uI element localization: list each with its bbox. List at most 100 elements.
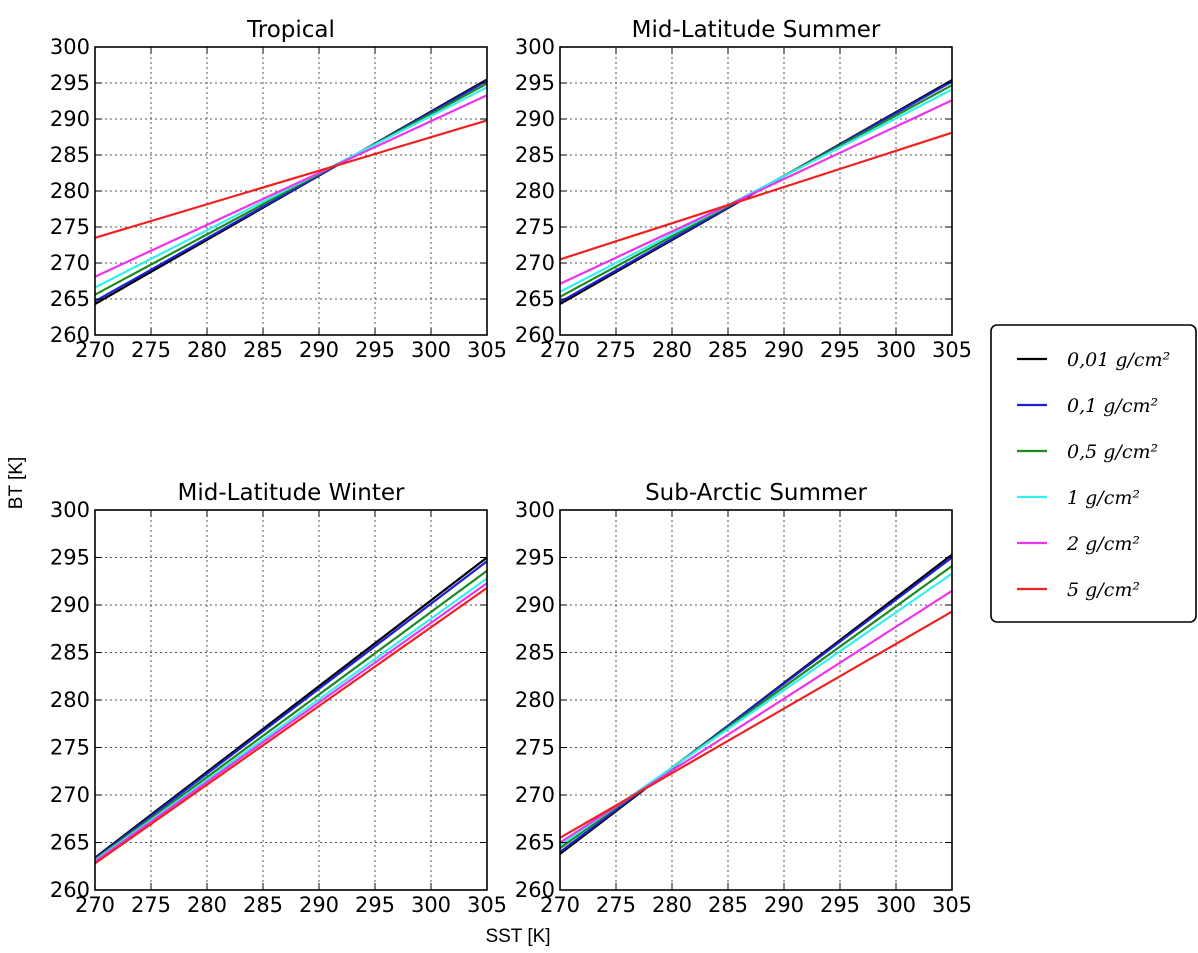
y-tick-label: 290 bbox=[515, 107, 555, 131]
panel-title: Mid-Latitude Summer bbox=[632, 17, 881, 43]
x-tick-label: 285 bbox=[708, 338, 748, 362]
x-tick-label: 300 bbox=[411, 338, 451, 362]
x-tick-label: 285 bbox=[243, 338, 283, 362]
legend-label: 2 g/cm² bbox=[1066, 533, 1140, 555]
y-tick-label: 295 bbox=[515, 546, 555, 570]
x-axis-label: SST [K] bbox=[485, 926, 550, 947]
x-tick-label: 270 bbox=[540, 893, 580, 917]
x-tick-label: 270 bbox=[75, 893, 115, 917]
x-tick-label: 285 bbox=[243, 893, 283, 917]
x-tick-label: 300 bbox=[876, 893, 916, 917]
legend: 0,01 g/cm² 0,1 g/cm² 0,5 g/cm² 1 g/cm² 2 g/c… bbox=[990, 324, 1197, 623]
x-tick-label: 305 bbox=[932, 893, 972, 917]
y-tick-label: 260 bbox=[515, 878, 555, 902]
y-tick-label: 300 bbox=[50, 498, 90, 522]
y-tick-label: 265 bbox=[515, 831, 555, 855]
x-tick-label: 270 bbox=[75, 338, 115, 362]
y-tick-label: 275 bbox=[50, 215, 90, 239]
y-tick-label: 275 bbox=[515, 215, 555, 239]
x-tick-label: 295 bbox=[355, 893, 395, 917]
y-tick-label: 295 bbox=[515, 71, 555, 95]
y-tick-label: 270 bbox=[50, 783, 90, 807]
series-line-1-g-cm- bbox=[94, 86, 488, 289]
y-tick-label: 265 bbox=[50, 831, 90, 855]
x-tick-label: 275 bbox=[131, 893, 171, 917]
y-tick-label: 285 bbox=[50, 143, 90, 167]
x-tick-label: 305 bbox=[467, 893, 507, 917]
x-tick-label: 300 bbox=[411, 893, 451, 917]
y-tick-label: 290 bbox=[50, 107, 90, 131]
legend-label: 5 g/cm² bbox=[1067, 579, 1140, 601]
series-line-1-g-cm- bbox=[94, 577, 488, 862]
y-tick-label: 270 bbox=[515, 783, 555, 807]
x-tick-label: 280 bbox=[652, 893, 692, 917]
series-line-5-g-cm- bbox=[559, 131, 953, 261]
y-tick-label: 260 bbox=[515, 323, 555, 347]
series-line-1-g-cm- bbox=[559, 88, 953, 293]
x-tick-label: 280 bbox=[187, 893, 227, 917]
series-line-0-1-g-cm- bbox=[94, 560, 488, 860]
y-axis-label: BT [K] bbox=[6, 457, 27, 509]
panel-title: Mid-Latitude Winter bbox=[178, 480, 405, 506]
series-line-5-g-cm- bbox=[559, 610, 953, 839]
x-tick-label: 305 bbox=[467, 338, 507, 362]
panel-title: Tropical bbox=[246, 17, 335, 43]
panel-1: 270 275 280 285 290 295 300 305 260 265 270 275 280 2… bbox=[50, 17, 507, 362]
x-tick-label: 275 bbox=[596, 338, 636, 362]
panel-2: 270 275 280 285 290 295 300 305 260 265 270 275 280 2… bbox=[515, 17, 972, 362]
legend-label: 0,1 g/cm² bbox=[1067, 395, 1158, 417]
y-tick-label: 260 bbox=[50, 878, 90, 902]
y-tick-label: 275 bbox=[50, 736, 90, 760]
legend-box bbox=[990, 324, 1197, 623]
x-tick-label: 285 bbox=[708, 893, 748, 917]
x-tick-label: 270 bbox=[540, 338, 580, 362]
panel-3: 270 275 280 285 290 295 300 305 260 265 270 275 280 2… bbox=[50, 480, 507, 917]
x-tick-label: 280 bbox=[652, 338, 692, 362]
y-tick-label: 275 bbox=[515, 736, 555, 760]
y-tick-label: 285 bbox=[50, 641, 90, 665]
series-line-5-g-cm- bbox=[94, 119, 488, 239]
series-line-2-g-cm- bbox=[559, 99, 953, 285]
y-tick-label: 285 bbox=[515, 641, 555, 665]
x-tick-label: 275 bbox=[131, 338, 171, 362]
series-line-2-g-cm- bbox=[94, 94, 488, 278]
x-tick-label: 300 bbox=[876, 338, 916, 362]
y-tick-label: 280 bbox=[50, 179, 90, 203]
series-line-0-1-g-cm- bbox=[559, 556, 953, 853]
y-tick-label: 295 bbox=[50, 546, 90, 570]
y-tick-label: 300 bbox=[515, 498, 555, 522]
series-line-0-5-g-cm- bbox=[94, 82, 488, 296]
x-tick-label: 275 bbox=[596, 893, 636, 917]
y-tick-label: 285 bbox=[515, 143, 555, 167]
y-tick-label: 270 bbox=[515, 251, 555, 275]
y-tick-label: 280 bbox=[515, 688, 555, 712]
y-tick-label: 260 bbox=[50, 323, 90, 347]
y-tick-label: 290 bbox=[515, 593, 555, 617]
legend-label: 1 g/cm² bbox=[1067, 487, 1140, 509]
panel-4: 270 275 280 285 290 295 300 305 260 265 270 275 280 2… bbox=[515, 480, 972, 917]
legend-label: 0,5 g/cm² bbox=[1067, 441, 1158, 463]
x-tick-label: 295 bbox=[820, 338, 860, 362]
y-tick-label: 280 bbox=[515, 179, 555, 203]
series-line-2-g-cm- bbox=[94, 582, 488, 863]
x-tick-label: 290 bbox=[764, 338, 804, 362]
x-tick-label: 290 bbox=[299, 893, 339, 917]
y-tick-label: 300 bbox=[50, 35, 90, 59]
x-tick-label: 295 bbox=[355, 338, 395, 362]
x-tick-label: 290 bbox=[764, 893, 804, 917]
y-tick-label: 300 bbox=[515, 35, 555, 59]
x-tick-label: 290 bbox=[299, 338, 339, 362]
x-tick-label: 295 bbox=[820, 893, 860, 917]
series-line-0-01-g-cm- bbox=[94, 556, 488, 859]
series-line-5-g-cm- bbox=[94, 587, 488, 865]
series-line-0-5-g-cm- bbox=[94, 569, 488, 861]
x-tick-label: 280 bbox=[187, 338, 227, 362]
y-tick-label: 265 bbox=[515, 287, 555, 311]
y-tick-label: 290 bbox=[50, 593, 90, 617]
legend-label: 0,01 g/cm² bbox=[1067, 349, 1170, 371]
x-tick-label: 305 bbox=[932, 338, 972, 362]
y-tick-label: 280 bbox=[50, 688, 90, 712]
y-tick-label: 295 bbox=[50, 71, 90, 95]
panel-title: Sub-Arctic Summer bbox=[645, 480, 867, 506]
